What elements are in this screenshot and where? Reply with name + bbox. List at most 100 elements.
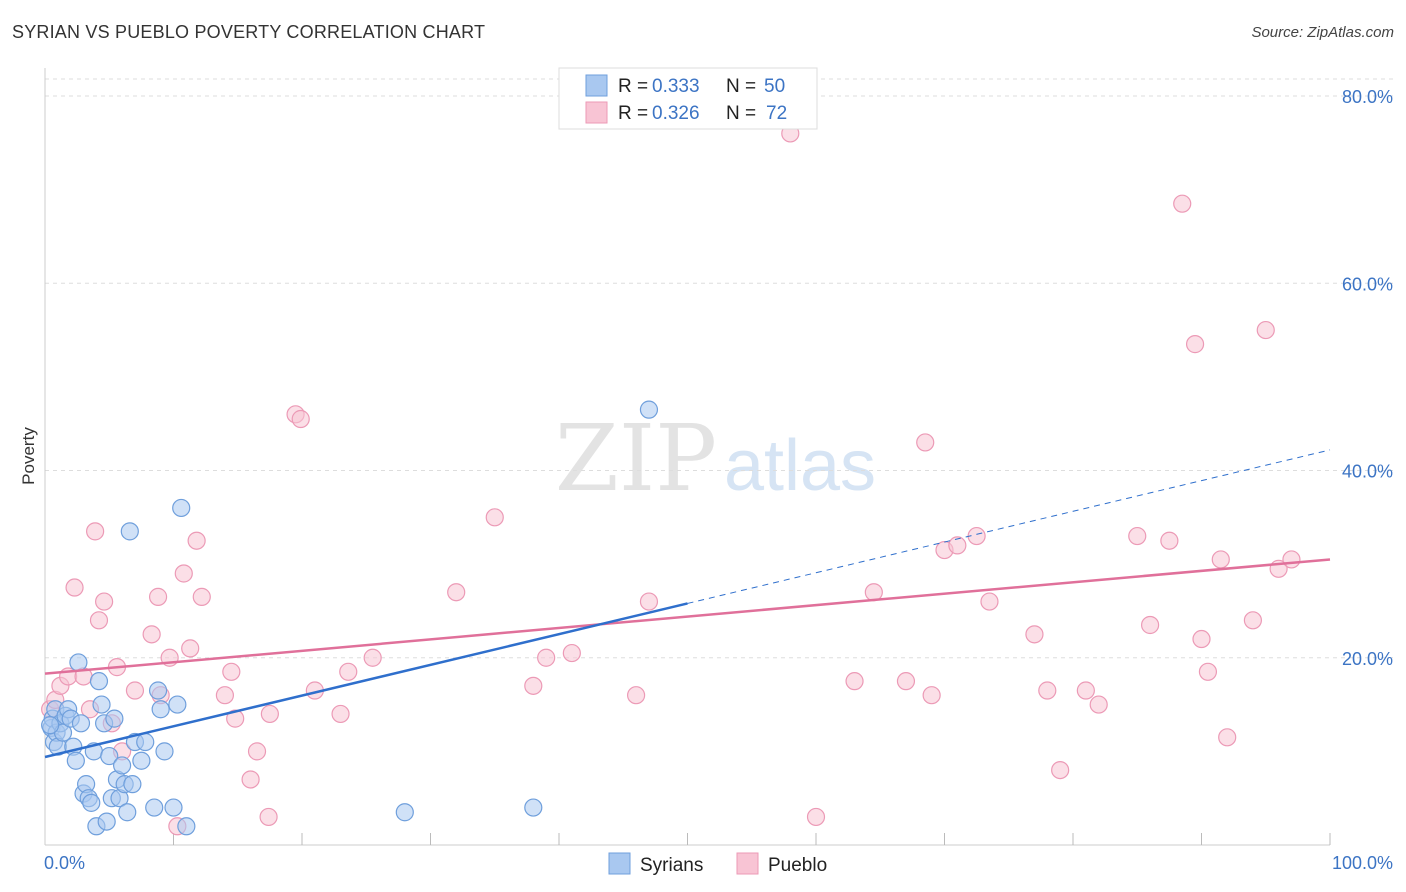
point-pueblo-69 [1256,320,1275,340]
watermark-atlas: atlas [724,426,876,506]
y-tick-label-0: 20.0% [1342,649,1393,669]
point-pueblo-61 [1160,531,1179,550]
y-axis-title: Poverty [19,427,38,485]
point-pueblo-29 [260,704,279,724]
point-pueblo-57 [1076,681,1095,700]
point-syrians-38 [145,798,164,817]
point-pueblo-42 [639,592,659,611]
point-pueblo-34 [339,662,358,681]
point-syrians-44 [172,498,191,518]
point-pueblo-46 [864,583,883,602]
point-pueblo-23 [215,686,234,705]
point-syrians-27 [105,709,124,728]
point-pueblo-38 [524,676,543,695]
point-pueblo-7 [86,522,105,541]
x-tick-labels: 0.0% 100.0% [44,853,1393,873]
legend-swatch-pueblo [585,101,608,124]
point-syrians-14 [71,714,91,733]
legend-n-value-syrians: 50 [764,76,785,97]
point-pueblo-4 [65,578,84,597]
watermark-zip: ZIP [555,405,717,512]
point-pueblo-65 [1198,662,1218,681]
point-pueblo-9 [95,592,114,611]
point-syrians-22 [92,695,111,714]
point-syrians-41 [155,742,174,761]
chart-title: SYRIAN VS PUEBLO POVERTY CORRELATION CHA… [12,22,486,42]
point-syrians-21 [89,672,109,691]
point-pueblo-19 [174,564,193,583]
point-syrians-49 [41,716,60,735]
x-tick-label-0: 0.0% [44,853,85,873]
legend-r-value-syrians: 0.333 [652,76,700,97]
point-pueblo-33 [331,704,350,724]
point-syrians-45 [177,817,196,836]
point-syrians-43 [168,695,187,714]
point-pueblo-24 [222,662,241,681]
point-pueblo-56 [1051,760,1070,780]
point-pueblo-35 [363,648,382,667]
bottom-legend-label-syrians: Syrians [640,855,703,876]
point-pueblo-59 [1128,526,1147,546]
point-syrians-25 [100,746,119,766]
point-syrians-12 [66,751,85,770]
legend-n-label-pueblo: N = [726,103,756,124]
point-pueblo-66 [1211,550,1230,569]
point-pueblo-45 [845,672,864,691]
point-pueblo-41 [626,686,646,705]
point-pueblo-14 [142,625,161,644]
point-syrians-37 [136,732,155,752]
point-pueblo-60 [1140,615,1160,635]
point-pueblo-49 [922,686,941,705]
point-pueblo-20 [181,639,200,658]
point-pueblo-67 [1218,728,1237,747]
point-pueblo-68 [1243,611,1263,630]
point-pueblo-40 [562,643,581,663]
point-syrians-24 [97,812,116,831]
point-pueblo-31 [291,409,310,429]
legend-swatch-syrians [585,74,608,97]
point-pueblo-25 [226,709,245,728]
point-pueblo-27 [247,742,267,761]
bottom-legend-label-pueblo: Pueblo [768,855,827,876]
data-points [41,124,1301,836]
point-pueblo-44 [806,807,826,827]
point-syrians-13 [69,653,88,672]
point-syrians-18 [82,793,101,812]
point-pueblo-13 [125,681,145,700]
point-pueblo-55 [1038,681,1057,700]
point-pueblo-8 [89,611,109,630]
point-pueblo-53 [980,592,999,611]
bottom-legend-swatch-syrians [608,852,631,875]
legend-n-label-syrians: N = [726,76,756,97]
source-label: Source: ZipAtlas.com [1251,24,1394,41]
point-syrians-39 [148,681,168,700]
point-pueblo-28 [259,807,278,827]
series-legend: Syrians Pueblo [608,852,827,876]
point-pueblo-21 [187,531,206,550]
point-pueblo-51 [948,536,967,555]
point-syrians-30 [112,756,132,775]
y-tick-label-1: 40.0% [1342,462,1393,482]
legend-n-value-pueblo: 72 [766,103,787,124]
point-syrians-46 [395,803,414,822]
point-pueblo-36 [447,583,466,602]
point-syrians-42 [164,798,183,817]
point-pueblo-58 [1089,695,1108,714]
point-pueblo-63 [1185,335,1205,354]
point-pueblo-26 [241,770,260,789]
bottom-legend-swatch-pueblo [736,852,759,875]
point-pueblo-37 [485,508,504,527]
point-pueblo-64 [1192,629,1211,649]
y-tick-labels: 20.0% 40.0% 60.0% 80.0% [1342,87,1393,669]
point-pueblo-54 [1025,625,1044,644]
point-pueblo-62 [1173,194,1192,213]
trend-lines [44,449,1331,759]
x-tick-label-1: 100.0% [1332,853,1393,873]
legend-r-value-pueblo: 0.326 [652,103,700,124]
point-pueblo-48 [916,433,935,452]
trend-line-syrians-extension [687,449,1331,604]
point-syrians-36 [132,751,151,770]
legend-r-label-pueblo: R = [618,103,648,124]
point-pueblo-71 [1282,550,1301,569]
